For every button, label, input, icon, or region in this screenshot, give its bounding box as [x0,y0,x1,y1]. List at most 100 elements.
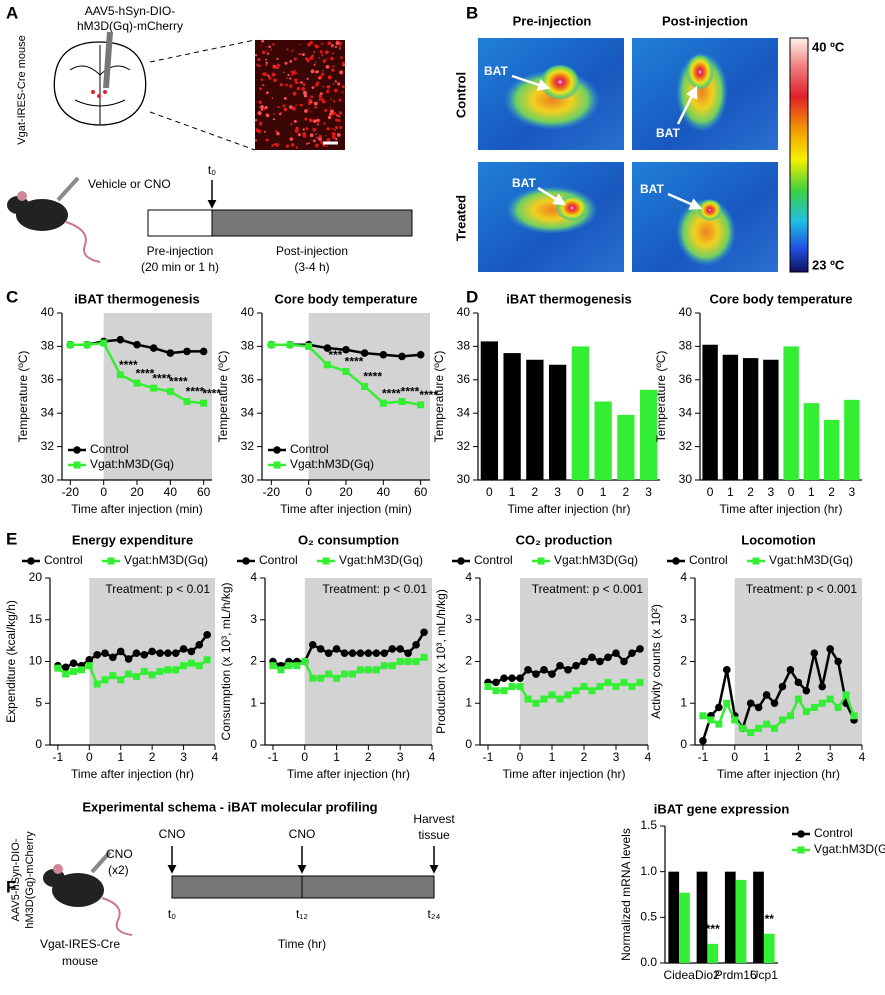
speckle [293,119,297,123]
series-line [701,645,856,742]
marker [524,695,532,703]
speckle [294,128,299,133]
x-tick-label: Prdm16 [715,968,757,982]
x-tick-label: 1 [117,750,124,764]
marker [54,664,62,672]
speckle [256,64,260,67]
brain-detail [69,45,131,125]
bar [763,933,775,963]
speckle [313,101,318,106]
marker [398,398,406,406]
speckle [318,99,321,101]
speckle [267,74,270,78]
y-tick-label: 30 [41,472,55,486]
marker [372,649,381,657]
marker [723,666,731,674]
speckle [277,106,280,109]
marker [203,630,211,639]
x-axis-label: Time after injection (hr) [503,767,626,781]
y-tick-label: 40 [457,305,471,319]
timeline [171,875,435,899]
marker [125,670,133,678]
speckle [271,97,274,99]
speckle [332,111,336,115]
mouse-icon [43,850,133,936]
zoom-line [149,39,256,63]
marker [27,557,35,565]
syringe [103,31,113,89]
speckle [311,86,315,89]
speckle [334,45,338,49]
y-tick-label: 38 [679,339,693,353]
y-tick-label: 38 [241,339,255,353]
speckle [302,83,306,87]
marker [763,720,771,728]
significance-label: **** [119,358,138,372]
x-tick-label: 2 [532,485,539,499]
bar [639,389,658,480]
x-tick-label: 0 [731,750,738,764]
marker [323,344,332,352]
speckle [337,114,340,117]
speckle [283,96,287,100]
speckle [293,57,297,61]
zoom-line [149,111,256,151]
bar [480,341,499,480]
marker [636,645,644,653]
y-axis-label: Temperature (ºC) [432,351,446,443]
marker [183,347,191,356]
y-tick-label: 32 [41,439,55,453]
y-tick-label: 30 [457,472,471,486]
speckle [339,70,344,75]
marker [508,674,516,682]
speckle [311,139,313,142]
chart-title: CO₂ production [516,532,613,547]
speckle [334,80,337,83]
marker [116,371,124,379]
x-axis-label: Time after injection (hr) [287,767,410,781]
speckle [286,77,289,80]
speckle [316,137,318,139]
y-tick-label: 3 [465,612,472,626]
speckle [306,142,309,145]
speckle [291,74,293,76]
speckle [324,108,328,112]
t0-label: t₀ [208,163,216,177]
dose-label: CNO [106,847,133,861]
speckle [283,71,285,74]
marker [325,670,333,678]
speckle [289,77,292,80]
marker [778,716,786,724]
x-tick-label: 1 [549,750,556,764]
speckle [283,107,288,112]
speckle [304,109,308,113]
colorbar [789,37,809,273]
speckle [331,132,336,137]
marker [818,682,827,691]
marker [364,666,372,674]
x-tick-label: 1 [333,750,340,764]
y-tick-label: 2 [250,654,257,668]
x-axis-label: Time after injection (hr) [71,767,194,781]
speckle [329,109,334,114]
speckle [338,111,343,115]
speckle [271,72,276,77]
speckle [323,122,326,125]
speckle [316,118,320,122]
marker [396,645,404,653]
marker [388,662,396,670]
marker [172,666,180,674]
x-tick-label: 3 [554,485,561,499]
speckle [331,68,335,72]
y-tick-label: 4 [465,570,472,584]
marker [277,666,285,674]
speckle [337,119,341,122]
marker [492,687,500,695]
speckle [266,49,268,52]
bar [763,359,779,480]
marker [628,683,636,691]
marker [612,683,620,691]
marker [101,649,109,657]
marker [380,662,388,670]
marker [564,691,572,699]
